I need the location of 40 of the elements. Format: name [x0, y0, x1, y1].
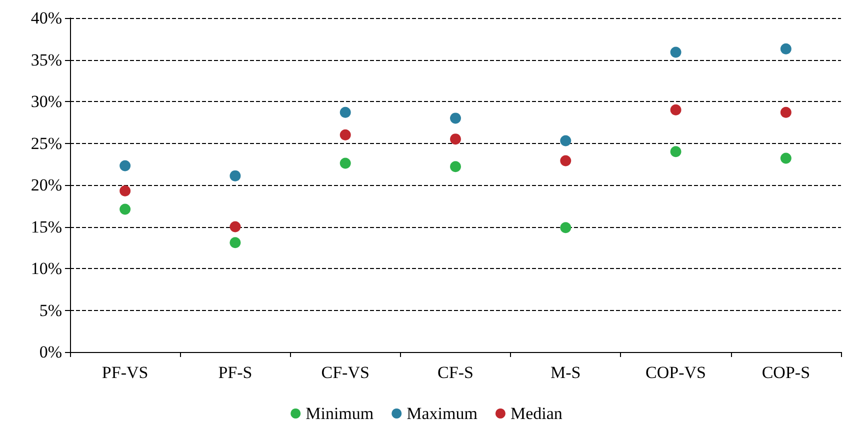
point [230, 237, 241, 248]
legend-label: Median [510, 404, 563, 423]
point [450, 161, 461, 172]
point [780, 106, 792, 118]
point [120, 185, 131, 196]
point [780, 152, 792, 164]
legend-label: Maximum [406, 404, 478, 423]
point [340, 158, 351, 169]
x-tick-label: M-S [550, 363, 581, 382]
legend-label: Minimum [306, 404, 374, 423]
y-tick-label: 10% [30, 259, 62, 278]
x-tick-label: PF-VS [102, 363, 148, 382]
x-tick-label: COP-S [762, 363, 810, 382]
point [670, 146, 682, 158]
y-tick-label: 5% [39, 300, 62, 320]
point [780, 43, 792, 54]
y-tick-label: 40% [30, 8, 62, 28]
point [230, 221, 241, 232]
x-tick-label: CF-VS [321, 363, 370, 382]
y-tick-label: 35% [30, 50, 62, 70]
point [120, 160, 131, 172]
y-tick-label: 0% [39, 342, 62, 362]
y-tick-label: 25% [30, 134, 62, 153]
point [340, 129, 351, 140]
x-tick-label: COP-VS [646, 363, 706, 382]
point [450, 112, 461, 124]
y-tick-label: 15% [30, 217, 62, 236]
point [230, 170, 241, 182]
point [560, 135, 572, 146]
x-tick-label: PF-S [218, 363, 252, 382]
point [560, 222, 572, 234]
point [670, 104, 682, 116]
point [560, 155, 572, 166]
y-tick-label: 20% [30, 176, 62, 194]
point [670, 46, 682, 58]
point [450, 134, 461, 145]
point [120, 204, 131, 215]
point [340, 106, 351, 118]
x-tick-label: CF-S [438, 363, 474, 382]
y-tick-label: 30% [30, 92, 62, 111]
